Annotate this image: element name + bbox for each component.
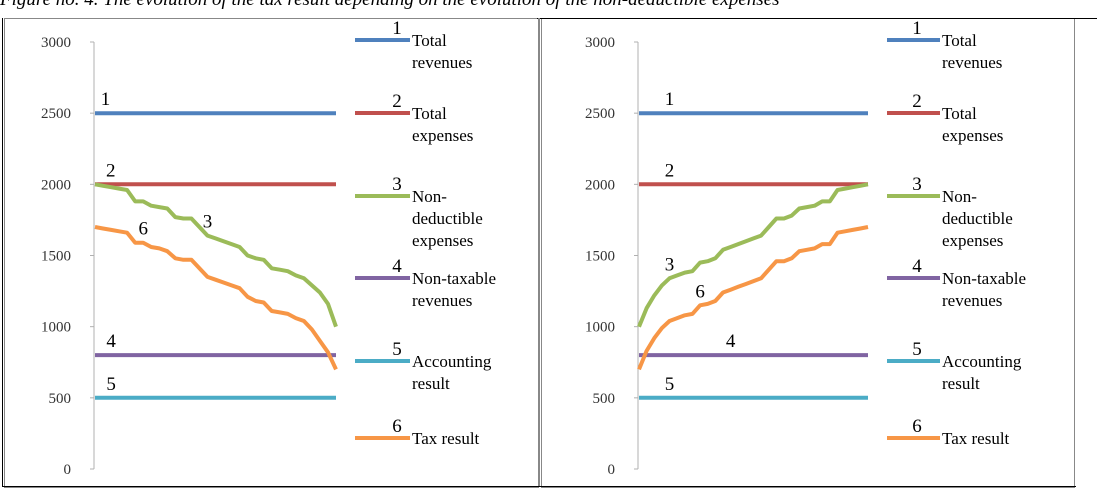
chart-panel-left: 0 500 1000 1500 2000 2500 3000 1 2 3 4 5 6 1 Total reve… — [4, 18, 539, 488]
legend-label: Non- — [942, 187, 977, 206]
legend-number: 4 — [392, 256, 402, 277]
line-number-label: 2 — [665, 160, 675, 181]
legend-label: Non-taxable — [942, 269, 1026, 288]
legend-label: Tax result — [412, 429, 480, 448]
y-tick-label: 0 — [608, 462, 616, 478]
frame-bottom-line — [2, 486, 1076, 487]
line-number-label: 4 — [106, 331, 116, 352]
chart-right: 0 500 1000 1500 2000 2500 3000 1 2 3 4 5 6 1 Total reve… — [585, 18, 1026, 478]
legend-label: revenues — [412, 53, 472, 72]
legend-number: 1 — [392, 18, 402, 39]
legend-label: expenses — [942, 231, 1003, 250]
legend-number: 6 — [912, 416, 922, 437]
y-tick-label: 500 — [593, 391, 616, 407]
y-tick-label: 3000 — [585, 35, 615, 51]
legend-label: Non- — [412, 187, 447, 206]
chart-panel-right: 0 500 1000 1500 2000 2500 3000 1 2 3 4 5 6 1 Total reve… — [541, 18, 1075, 488]
series-line-3 — [637, 182, 869, 328]
series-line-6 — [94, 225, 338, 371]
legend-label: Non-taxable — [412, 269, 496, 288]
legend-label: Total — [412, 104, 447, 123]
y-tick-label: 2500 — [585, 106, 615, 122]
legend-label: expenses — [412, 126, 473, 145]
frame-top-line — [537, 18, 1097, 19]
y-tick-label: 1000 — [585, 320, 615, 336]
line-number-label: 6 — [695, 281, 705, 302]
legend-label: expenses — [412, 231, 473, 250]
line-number-label: 4 — [726, 331, 736, 352]
legend-label: revenues — [412, 291, 472, 310]
y-tick-label: 2000 — [585, 177, 615, 193]
line-number-label: 1 — [665, 89, 675, 110]
legend-label: Total — [942, 104, 977, 123]
legend-number: 1 — [912, 18, 922, 39]
y-tick-label: 2000 — [41, 177, 71, 193]
line-number-label: 1 — [101, 89, 111, 110]
legend-label: Accounting — [412, 352, 492, 371]
legend-label: expenses — [942, 126, 1003, 145]
series-line-6 — [637, 225, 869, 371]
y-tick-label: 500 — [49, 391, 72, 407]
line-number-label: 2 — [106, 160, 116, 181]
legend-number: 5 — [912, 339, 922, 360]
y-tick-label: 0 — [64, 462, 72, 478]
legend-label: Total — [412, 31, 447, 50]
legend-label: revenues — [942, 53, 1002, 72]
figure-caption: Figure no. 4. The evolution of the tax r… — [0, 0, 1097, 11]
line-number-label: 6 — [138, 219, 148, 240]
line-number-label: 3 — [203, 212, 213, 233]
legend-label: revenues — [942, 291, 1002, 310]
y-tick-label: 1000 — [41, 320, 71, 336]
legend-label: result — [942, 374, 980, 393]
legend-number: 2 — [392, 91, 402, 112]
line-number-label: 5 — [665, 374, 675, 395]
legend-label: Tax result — [942, 429, 1010, 448]
legend-label: deductible — [412, 209, 483, 228]
chart-left: 0 500 1000 1500 2000 2500 3000 1 2 3 4 5 6 1 Total reve… — [41, 18, 496, 478]
legend-number: 5 — [392, 339, 402, 360]
line-number-label: 5 — [106, 374, 116, 395]
frame-divider-line — [538, 18, 540, 486]
legend-label: result — [412, 374, 450, 393]
legend-number: 3 — [392, 174, 402, 195]
legend-label: deductible — [942, 209, 1013, 228]
legend-number: 6 — [392, 416, 402, 437]
legend-label: Accounting — [942, 352, 1022, 371]
frame-left-line — [2, 18, 3, 486]
line-number-label: 3 — [665, 254, 675, 275]
legend-number: 3 — [912, 174, 922, 195]
y-tick-label: 1500 — [585, 249, 615, 265]
y-tick-label: 2500 — [41, 106, 71, 122]
legend-number: 2 — [912, 91, 922, 112]
y-tick-label: 3000 — [41, 35, 71, 51]
legend-label: Total — [942, 31, 977, 50]
y-tick-label: 1500 — [41, 249, 71, 265]
series-line-3 — [94, 182, 338, 328]
legend-number: 4 — [912, 256, 922, 277]
